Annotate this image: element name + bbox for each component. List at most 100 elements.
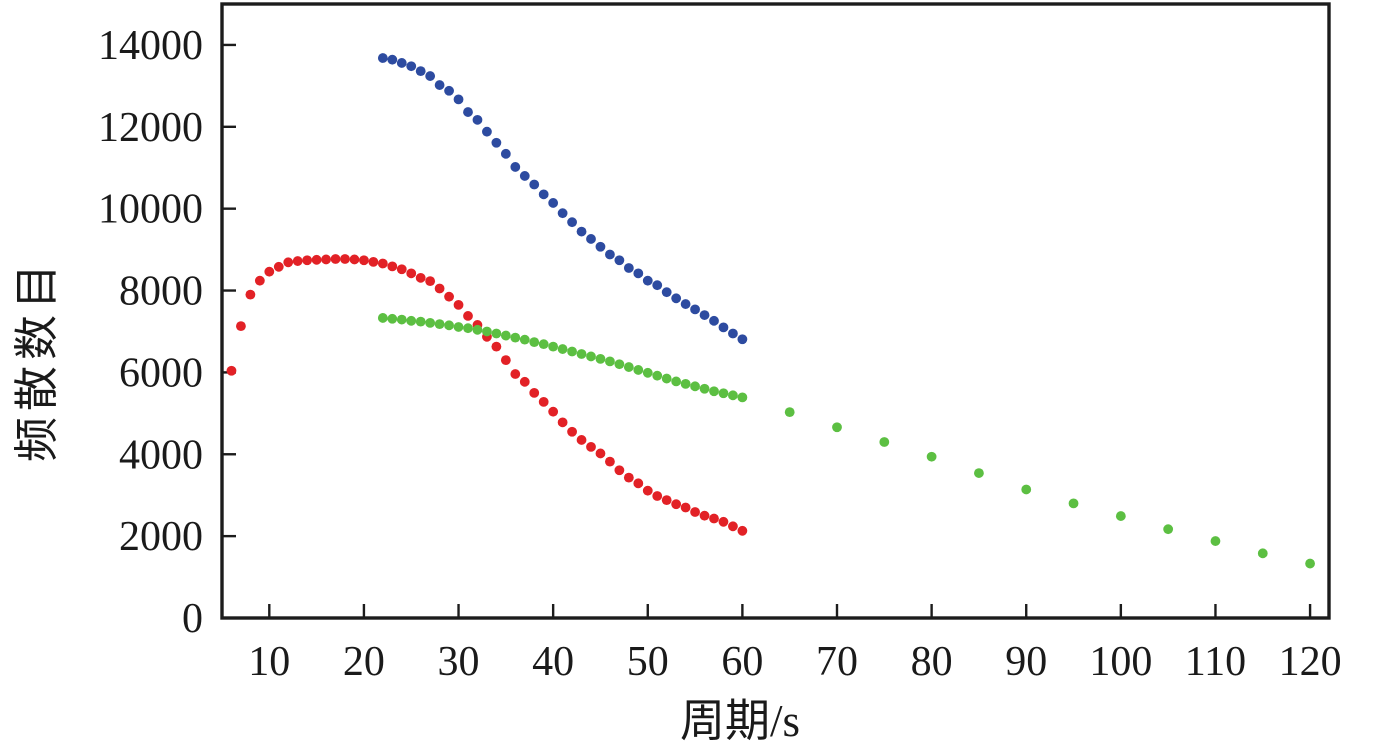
data-point <box>434 283 445 294</box>
data-point <box>311 254 322 265</box>
data-point <box>377 53 388 63</box>
data-point <box>671 293 682 304</box>
data-point <box>595 448 606 459</box>
data-point <box>444 85 454 96</box>
data-point <box>387 313 398 324</box>
x-tick-label: 90 <box>1005 639 1047 685</box>
data-point <box>453 299 464 310</box>
data-point <box>709 386 719 397</box>
data-point <box>567 426 577 437</box>
plot-border <box>220 2 1331 620</box>
data-point <box>406 268 417 279</box>
red-series <box>226 254 748 536</box>
data-point <box>548 341 559 352</box>
data-point <box>595 241 606 252</box>
data-point <box>359 255 369 266</box>
data-point <box>538 396 549 407</box>
x-tick-label: 40 <box>532 639 574 685</box>
data-point <box>254 275 265 286</box>
data-point <box>623 362 634 372</box>
data-point <box>236 321 246 332</box>
data-point <box>926 451 937 462</box>
data-point <box>425 276 436 287</box>
data-point <box>576 349 587 359</box>
data-point <box>586 351 596 362</box>
data-point <box>832 422 842 433</box>
y-tick-label: 14000 <box>98 23 203 69</box>
data-point <box>680 502 691 513</box>
data-point <box>330 254 341 264</box>
data-point <box>463 323 473 334</box>
data-point <box>245 289 256 300</box>
data-point <box>586 441 596 452</box>
data-point <box>1257 548 1268 559</box>
data-point <box>718 388 729 399</box>
data-point <box>368 256 379 267</box>
data-point <box>661 287 672 298</box>
data-point <box>1021 484 1032 495</box>
data-point <box>491 137 502 148</box>
data-point <box>557 417 568 428</box>
data-point <box>283 257 294 268</box>
data-point <box>699 310 710 320</box>
data-point <box>463 311 473 321</box>
x-tick-label: 50 <box>627 639 669 685</box>
data-point <box>709 315 719 326</box>
data-point <box>519 171 530 181</box>
y-axis-label: 频散数目 <box>12 258 62 462</box>
data-point <box>586 234 596 244</box>
data-point <box>576 226 587 237</box>
data-point <box>642 367 653 378</box>
y-tick-label: 12000 <box>98 105 203 151</box>
data-point <box>548 406 559 417</box>
data-point <box>737 525 748 536</box>
data-point <box>387 261 398 272</box>
data-point <box>784 407 795 418</box>
data-point <box>1068 498 1079 509</box>
data-point <box>406 315 417 326</box>
data-point <box>529 387 540 398</box>
y-tick-label: 6000 <box>119 350 203 396</box>
data-point <box>614 255 625 266</box>
data-point <box>652 280 663 291</box>
y-tick-label: 2000 <box>119 514 203 560</box>
data-point <box>500 330 511 341</box>
data-point <box>472 324 483 335</box>
data-point <box>292 256 303 266</box>
green-series <box>377 313 1315 569</box>
data-point <box>434 80 445 90</box>
data-point <box>491 328 502 339</box>
data-point <box>1305 558 1315 569</box>
data-point <box>690 381 700 392</box>
x-tick-label: 20 <box>343 639 385 685</box>
data-point <box>605 249 615 260</box>
data-point <box>500 355 511 366</box>
data-point <box>557 208 568 219</box>
x-tick-label: 30 <box>438 639 480 685</box>
data-point <box>482 326 492 337</box>
y-tick-label: 4000 <box>119 432 203 478</box>
x-axis-label: 周期/s <box>680 696 800 744</box>
data-point <box>633 365 644 375</box>
data-point <box>482 126 492 137</box>
data-point <box>642 275 653 286</box>
data-points-layer <box>226 53 1315 569</box>
data-point <box>680 299 691 309</box>
data-point <box>510 162 521 172</box>
data-point <box>605 456 615 467</box>
data-point <box>415 316 426 327</box>
data-point <box>737 334 748 345</box>
x-tick-label: 60 <box>721 639 763 685</box>
data-point <box>396 264 407 275</box>
data-point <box>633 268 644 279</box>
data-point <box>463 107 473 117</box>
data-point <box>444 291 454 302</box>
data-point <box>623 263 634 273</box>
data-point <box>576 435 587 445</box>
data-point <box>434 319 445 329</box>
data-point <box>614 359 625 370</box>
data-point <box>519 376 530 387</box>
x-tick-label: 70 <box>816 639 858 685</box>
data-point <box>349 254 360 265</box>
data-point <box>377 313 388 323</box>
